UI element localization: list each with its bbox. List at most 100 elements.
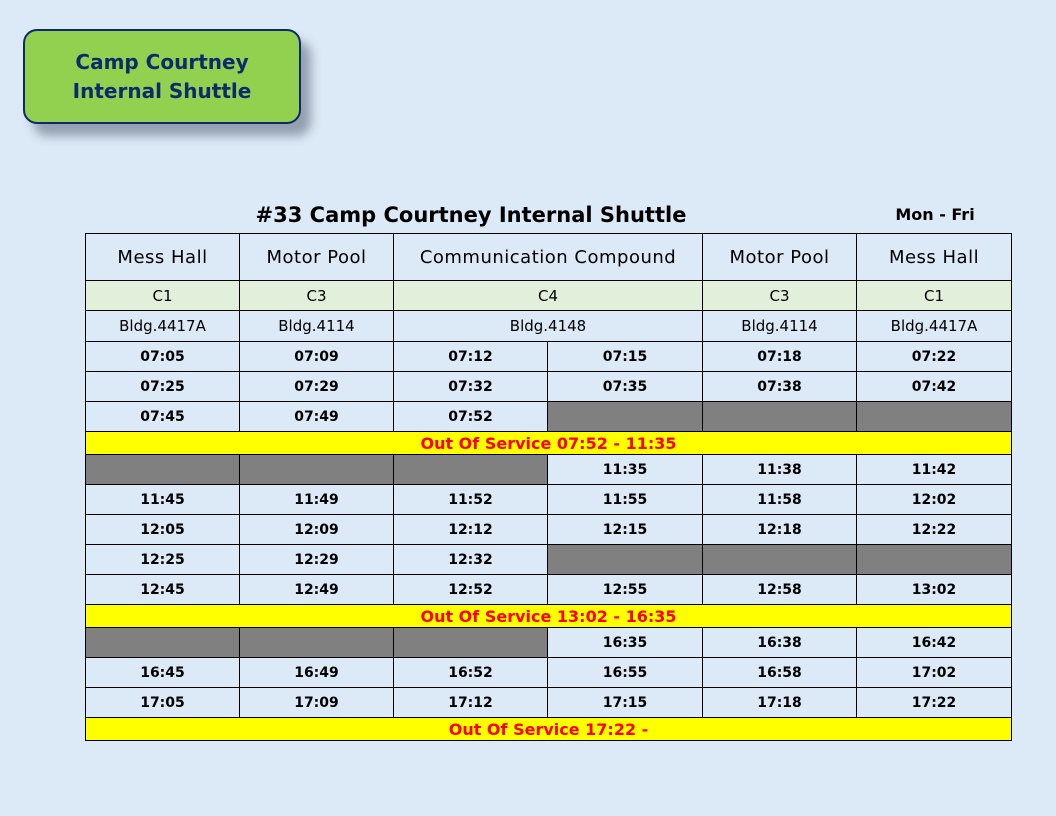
stop-code: C4 xyxy=(392,280,704,311)
departure-time: 07:15 xyxy=(546,341,704,372)
stop-code: C3 xyxy=(702,280,858,311)
stop-code: C1 xyxy=(85,280,240,311)
no-service-cell xyxy=(856,401,1013,432)
trip-row: 12:05 12:09 12:12 12:15 12:18 12:22 xyxy=(85,514,1013,545)
shuttle-badge: Camp Courtney Internal Shuttle xyxy=(23,29,301,124)
out-of-service-banner: Out Of Service 13:02 - 16:35 xyxy=(84,604,1013,628)
trip-row: 07:45 07:49 07:52 xyxy=(85,401,1013,432)
departure-time: 12:12 xyxy=(393,514,548,545)
no-service-cell xyxy=(856,544,1013,575)
departure-time: 16:42 xyxy=(856,627,1013,658)
out-of-service-row: Out Of Service 17:22 - xyxy=(84,717,1013,741)
schedule-title: #33 Camp Courtney Internal Shuttle xyxy=(255,203,687,227)
trip-row: 07:05 07:09 07:12 07:15 07:18 07:22 xyxy=(85,341,1013,372)
departure-time: 11:58 xyxy=(702,484,858,515)
departure-time: 17:18 xyxy=(702,687,858,718)
stop-code: C1 xyxy=(856,280,1013,311)
departure-time: 07:25 xyxy=(85,371,240,402)
departure-time: 12:55 xyxy=(546,574,704,605)
departure-time: 12:58 xyxy=(702,574,858,605)
departure-time: 11:52 xyxy=(393,484,548,515)
departure-time: 16:49 xyxy=(239,657,394,688)
no-service-cell xyxy=(85,627,240,658)
trip-row: 17:05 17:09 17:12 17:15 17:18 17:22 xyxy=(85,687,1013,718)
departure-time: 16:35 xyxy=(546,627,704,658)
departure-time: 12:32 xyxy=(393,544,548,575)
no-service-cell xyxy=(546,401,704,432)
departure-time: 11:35 xyxy=(546,454,704,485)
stop-name-row: Mess Hall Motor Pool Communication Compoun… xyxy=(85,233,1013,281)
departure-time: 07:09 xyxy=(239,341,394,372)
no-service-cell xyxy=(85,454,240,485)
departure-time: 12:25 xyxy=(85,544,240,575)
departure-time: 07:05 xyxy=(85,341,240,372)
departure-time: 07:52 xyxy=(393,401,548,432)
stop-name: Motor Pool xyxy=(239,233,394,281)
departure-time: 13:02 xyxy=(856,574,1013,605)
stop-building: Bldg.4148 xyxy=(392,310,704,342)
departure-time: 12:02 xyxy=(856,484,1013,515)
trip-row: 12:45 12:49 12:52 12:55 12:58 13:02 xyxy=(85,574,1013,605)
schedule-table: Mess Hall Motor Pool Communication Compoun… xyxy=(84,233,1013,741)
departure-time: 12:29 xyxy=(239,544,394,575)
trip-row: 16:35 16:38 16:42 xyxy=(85,627,1013,658)
departure-time: 12:18 xyxy=(702,514,858,545)
stop-building: Bldg.4114 xyxy=(239,310,394,342)
departure-time: 07:22 xyxy=(856,341,1013,372)
out-of-service-banner: Out Of Service 07:52 - 11:35 xyxy=(84,431,1013,455)
no-service-cell xyxy=(546,544,704,575)
badge-line1: Camp Courtney xyxy=(75,49,249,74)
stop-building: Bldg.4114 xyxy=(702,310,858,342)
departure-time: 12:09 xyxy=(239,514,394,545)
no-service-cell xyxy=(393,454,548,485)
no-service-cell xyxy=(393,627,548,658)
departure-time: 16:55 xyxy=(546,657,704,688)
departure-time: 17:02 xyxy=(856,657,1013,688)
departure-time: 11:38 xyxy=(702,454,858,485)
departure-time: 16:45 xyxy=(85,657,240,688)
out-of-service-banner: Out Of Service 17:22 - xyxy=(84,717,1013,741)
departure-time: 12:15 xyxy=(546,514,704,545)
out-of-service-row: Out Of Service 13:02 - 16:35 xyxy=(84,604,1013,628)
departure-time: 11:55 xyxy=(546,484,704,515)
trip-row: 11:45 11:49 11:52 11:55 11:58 12:02 xyxy=(85,484,1013,515)
departure-time: 11:42 xyxy=(856,454,1013,485)
badge-line2: Internal Shuttle xyxy=(72,78,252,103)
departure-time: 12:49 xyxy=(239,574,394,605)
departure-time: 17:05 xyxy=(85,687,240,718)
stop-building-row: Bldg.4417A Bldg.4114 Bldg.4148 Bldg.4114 Bld… xyxy=(85,310,1013,342)
departure-time: 17:09 xyxy=(239,687,394,718)
departure-time: 07:29 xyxy=(239,371,394,402)
no-service-cell xyxy=(702,544,858,575)
no-service-cell xyxy=(239,627,394,658)
departure-time: 16:58 xyxy=(702,657,858,688)
departure-time: 07:49 xyxy=(239,401,394,432)
stop-code-row: C1 C3 C4 C3 C1 xyxy=(85,280,1013,311)
departure-time: 07:32 xyxy=(393,371,548,402)
out-of-service-row: Out Of Service 07:52 - 11:35 xyxy=(84,431,1013,455)
departure-time: 12:45 xyxy=(85,574,240,605)
trip-row: 07:25 07:29 07:32 07:35 07:38 07:42 xyxy=(85,371,1013,402)
stop-name: Mess Hall xyxy=(85,233,240,281)
departure-time: 07:12 xyxy=(393,341,548,372)
departure-time: 11:49 xyxy=(239,484,394,515)
trip-row: 12:25 12:29 12:32 xyxy=(85,544,1013,575)
departure-time: 12:22 xyxy=(856,514,1013,545)
departure-time: 11:45 xyxy=(85,484,240,515)
no-service-cell xyxy=(239,454,394,485)
service-days: Mon - Fri xyxy=(895,205,975,224)
departure-time: 16:38 xyxy=(702,627,858,658)
departure-time: 16:52 xyxy=(393,657,548,688)
departure-time: 17:22 xyxy=(856,687,1013,718)
departure-time: 07:42 xyxy=(856,371,1013,402)
departure-time: 07:35 xyxy=(546,371,704,402)
stop-building: Bldg.4417A xyxy=(85,310,240,342)
no-service-cell xyxy=(702,401,858,432)
stop-name: Motor Pool xyxy=(702,233,858,281)
stop-name: Mess Hall xyxy=(856,233,1013,281)
trip-row: 16:45 16:49 16:52 16:55 16:58 17:02 xyxy=(85,657,1013,688)
departure-time: 07:18 xyxy=(702,341,858,372)
departure-time: 17:15 xyxy=(546,687,704,718)
stop-code: C3 xyxy=(239,280,394,311)
departure-time: 12:52 xyxy=(393,574,548,605)
